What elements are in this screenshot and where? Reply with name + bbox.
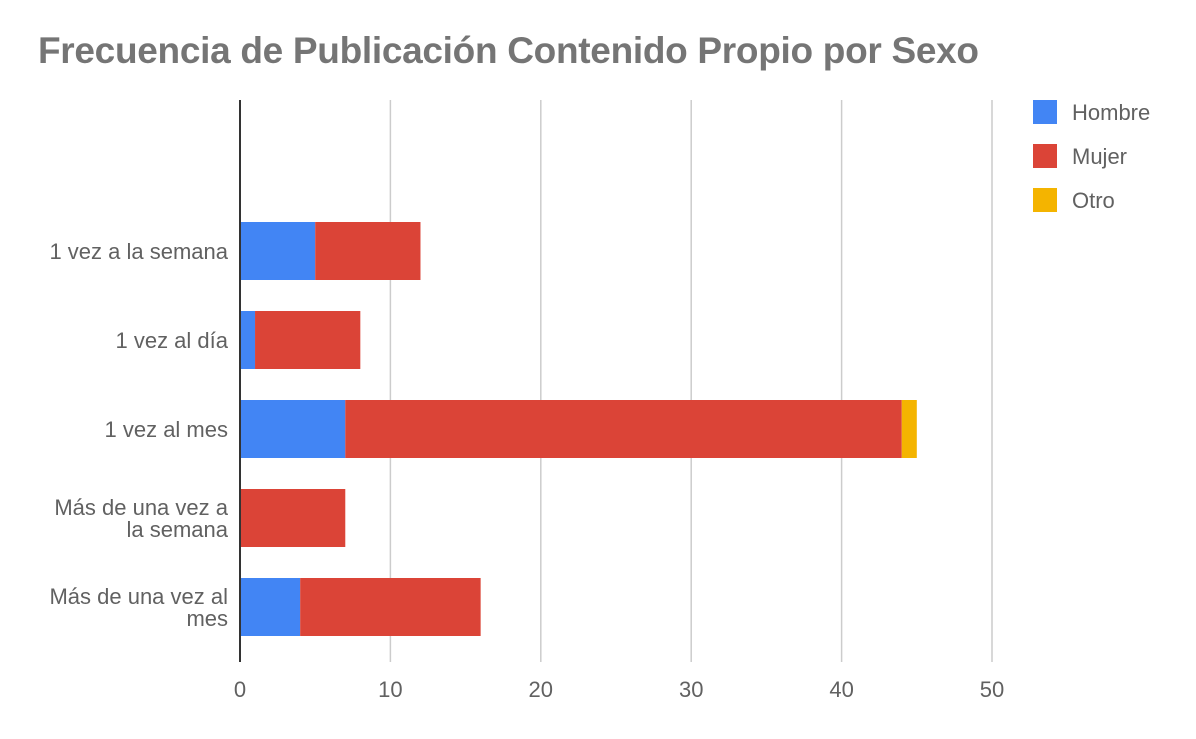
category-label: Más de una vez a la semana	[54, 495, 228, 542]
bar-mujer-4	[300, 578, 481, 636]
bar-hombre-2	[240, 400, 346, 458]
x-tick-label: 50	[980, 677, 1004, 702]
x-tick-label: 40	[829, 677, 853, 702]
legend-swatch-hombre	[1033, 100, 1057, 124]
bar-mujer-2	[345, 400, 902, 458]
x-tick-label: 10	[378, 677, 402, 702]
legend-label-otro: Otro	[1072, 188, 1115, 213]
x-tick-labels: 0 10 20 30 40 50	[234, 677, 1004, 702]
gridlines	[389, 100, 993, 662]
x-tick-label: 0	[234, 677, 246, 702]
bar-hombre-0	[240, 222, 316, 280]
bar-mujer-0	[315, 222, 421, 280]
bar-hombre-4	[240, 578, 301, 636]
legend: Hombre Mujer Otro	[1033, 100, 1150, 213]
bar-mujer-3	[240, 489, 346, 547]
legend-swatch-otro	[1033, 188, 1057, 212]
legend-label-mujer: Mujer	[1072, 144, 1127, 169]
x-tick-label: 30	[679, 677, 703, 702]
category-labels: 1 vez a la semana 1 vez al día 1 vez al me…	[49, 239, 228, 631]
bar-hombre-1	[240, 311, 256, 369]
bar-mujer-1	[255, 311, 361, 369]
bar-otro-2	[901, 400, 917, 458]
bars	[240, 222, 917, 636]
category-label: 1 vez a la semana	[49, 239, 228, 264]
legend-label-hombre: Hombre	[1072, 100, 1150, 125]
category-label: 1 vez al mes	[105, 417, 229, 442]
category-label: 1 vez al día	[115, 328, 228, 353]
chart-title: Frecuencia de Publicación Contenido Prop…	[38, 30, 979, 71]
legend-swatch-mujer	[1033, 144, 1057, 168]
category-label: Más de una vez al mes	[49, 584, 228, 631]
x-tick-label: 20	[529, 677, 553, 702]
